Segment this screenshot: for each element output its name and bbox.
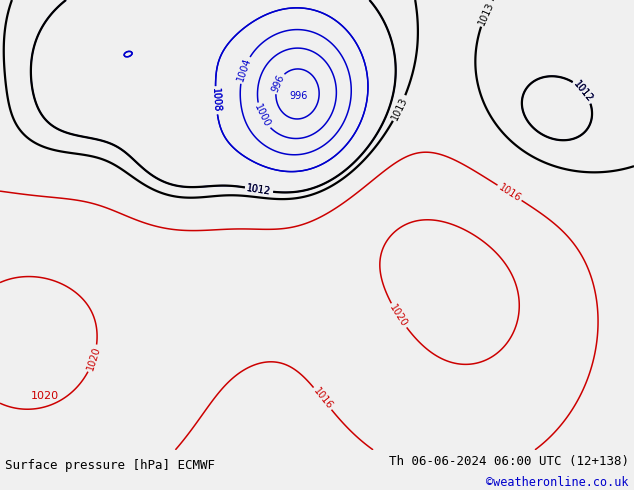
Text: 1020: 1020 — [388, 303, 410, 329]
Text: ©weatheronline.co.uk: ©weatheronline.co.uk — [486, 476, 629, 490]
Text: 1012: 1012 — [246, 183, 272, 196]
Text: 1020: 1020 — [85, 345, 102, 372]
Text: 1020: 1020 — [31, 392, 60, 401]
Text: 1016: 1016 — [311, 386, 334, 411]
Text: 1012: 1012 — [572, 78, 595, 104]
Text: 1008: 1008 — [210, 88, 222, 113]
Text: 1013: 1013 — [390, 95, 410, 122]
Text: 1013: 1013 — [477, 0, 496, 26]
Text: 996: 996 — [270, 73, 287, 94]
Text: 1008: 1008 — [210, 88, 222, 113]
Text: Th 06-06-2024 06:00 UTC (12+138): Th 06-06-2024 06:00 UTC (12+138) — [389, 455, 629, 467]
Text: 996: 996 — [290, 92, 308, 101]
Text: 1016: 1016 — [496, 182, 522, 203]
Text: 1000: 1000 — [252, 103, 272, 129]
Text: 1004: 1004 — [235, 57, 253, 83]
Text: Surface pressure [hPa] ECMWF: Surface pressure [hPa] ECMWF — [5, 459, 215, 471]
Text: 1012: 1012 — [246, 183, 272, 196]
Text: 1012: 1012 — [572, 78, 595, 104]
